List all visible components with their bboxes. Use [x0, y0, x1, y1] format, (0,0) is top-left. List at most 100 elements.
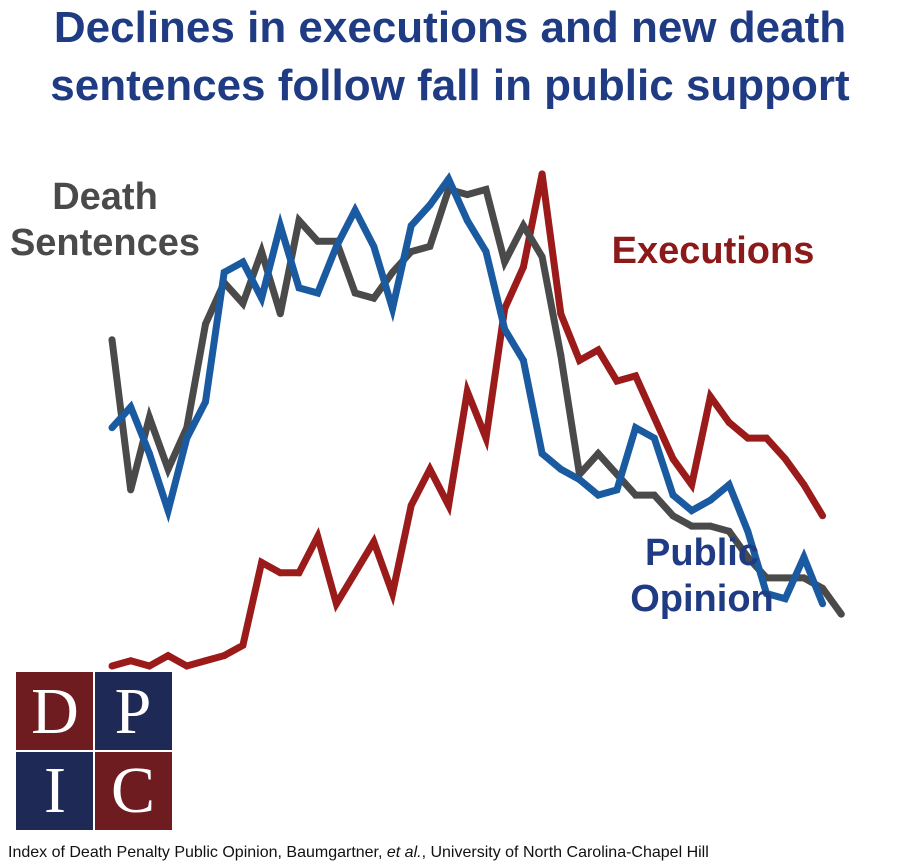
- data-point-public-opinion-2002: [632, 424, 640, 432]
- data-point-executions-1989: [389, 590, 396, 597]
- data-point-death-sentences-2013: [837, 610, 845, 618]
- data-point-executions-2003: [650, 413, 658, 421]
- data-point-death-sentences-2005: [688, 522, 696, 530]
- data-point-death-sentences-2007: [725, 527, 733, 535]
- data-point-death-sentences-1991: [426, 242, 434, 250]
- data-point-executions-1997: [538, 170, 546, 178]
- data-point-public-opinion-1979: [202, 398, 209, 406]
- data-point-public-opinion-2003: [650, 434, 658, 442]
- data-point-public-opinion-2009: [763, 590, 770, 597]
- data-point-death-sentences-1990: [407, 248, 415, 256]
- data-point-public-opinion-1981: [239, 258, 247, 266]
- data-point-public-opinion-1989: [389, 305, 396, 313]
- data-point-executions-1982: [258, 558, 266, 566]
- data-point-public-opinion-2000: [594, 491, 602, 499]
- data-point-death-sentences-2011: [800, 574, 808, 582]
- data-point-public-opinion-2010: [781, 595, 789, 603]
- source-citation: Index of Death Penalty Public Opinion, B…: [8, 844, 709, 862]
- data-point-public-opinion-1994: [482, 248, 490, 256]
- data-point-death-sentences-2010: [781, 574, 789, 582]
- data-point-death-sentences-2008: [744, 553, 752, 561]
- data-point-executions-1984: [295, 569, 303, 577]
- data-point-death-sentences-1981: [239, 299, 247, 307]
- data-point-public-opinion-1998: [557, 465, 565, 473]
- data-point-executions-1976: [145, 662, 153, 670]
- data-point-death-sentences-1997: [538, 253, 546, 261]
- data-point-executions-1983: [276, 569, 284, 577]
- data-point-executions-2006: [706, 393, 714, 401]
- data-point-public-opinion-2004: [669, 491, 677, 499]
- data-point-death-sentences-1993: [463, 191, 471, 199]
- data-point-public-opinion-1980: [220, 268, 228, 276]
- data-point-public-opinion-1978: [183, 434, 191, 442]
- data-point-executions-2012: [819, 512, 827, 520]
- dpic-logo: D P I C: [16, 672, 172, 830]
- data-point-executions-1999: [576, 356, 583, 364]
- data-point-public-opinion-1983: [276, 222, 284, 230]
- data-point-public-opinion-2001: [613, 486, 621, 494]
- data-point-public-opinion-1996: [519, 356, 527, 364]
- source-text-italic: et al.: [386, 844, 422, 861]
- series-line-death-sentences: [108, 185, 845, 617]
- logo-letter-i: I: [16, 751, 94, 830]
- data-point-executions-1985: [314, 533, 322, 540]
- data-point-executions-1979: [202, 657, 209, 665]
- series-executions: [108, 170, 827, 670]
- data-point-public-opinion-1992: [445, 175, 453, 183]
- data-point-death-sentences-2003: [650, 491, 658, 499]
- chart-title-line2: sentences follow fall in public support: [50, 61, 850, 110]
- data-point-public-opinion-1991: [426, 201, 434, 209]
- data-point-death-sentences-1989: [389, 268, 396, 276]
- logo-letter-p: P: [94, 672, 172, 751]
- data-point-public-opinion-1977: [164, 507, 172, 515]
- data-point-public-opinion-1997: [538, 450, 546, 458]
- data-point-death-sentences-1974: [108, 336, 116, 344]
- data-point-executions-1977: [164, 652, 172, 660]
- data-point-executions-1998: [557, 310, 565, 318]
- data-point-executions-2010: [781, 455, 789, 463]
- logo-letter-c: C: [94, 751, 172, 830]
- data-point-death-sentences-1977: [164, 465, 172, 473]
- data-point-executions-1988: [370, 538, 378, 546]
- series-public-opinion: [108, 172, 827, 608]
- data-point-executions-1993: [463, 388, 471, 395]
- data-point-public-opinion-1974: [108, 424, 116, 432]
- data-point-public-opinion-2011: [800, 553, 808, 561]
- data-point-public-opinion-1982: [258, 294, 266, 302]
- data-point-executions-2001: [613, 377, 621, 385]
- data-point-public-opinion-2012: [819, 600, 827, 608]
- public-opinion-label: Public Opinion: [612, 530, 792, 622]
- data-point-executions-2002: [632, 372, 640, 380]
- data-point-executions-1994: [482, 434, 490, 442]
- data-point-executions-1980: [220, 652, 228, 660]
- death-sentences-label: Death Sentences: [0, 174, 210, 266]
- data-point-death-sentences-2006: [706, 522, 714, 530]
- data-point-death-sentences-1984: [295, 217, 303, 224]
- data-point-executions-2005: [688, 481, 696, 489]
- data-point-public-opinion-1988: [370, 242, 378, 250]
- data-point-death-sentences-1988: [370, 294, 378, 302]
- data-point-public-opinion-1987: [351, 206, 359, 214]
- data-point-public-opinion-2005: [688, 507, 696, 515]
- data-point-death-sentences-1983: [276, 310, 284, 318]
- data-point-death-sentences-2002: [632, 491, 640, 499]
- public-opinion-label-line2: Opinion: [630, 578, 774, 620]
- data-point-executions-1978: [183, 662, 191, 670]
- source-text-before: Index of Death Penalty Public Opinion, B…: [8, 844, 387, 861]
- data-point-public-opinion-1984: [295, 284, 303, 292]
- data-point-executions-1990: [407, 501, 415, 509]
- public-opinion-label-line1: Public: [644, 532, 760, 574]
- logo-divider-horizontal: [16, 750, 172, 752]
- data-point-public-opinion-2008: [744, 527, 752, 535]
- data-point-death-sentences-1982: [258, 248, 266, 256]
- data-point-executions-2007: [725, 419, 733, 426]
- logo-letter-d: D: [16, 672, 94, 751]
- data-point-public-opinion-2007: [725, 481, 733, 489]
- data-point-public-opinion-1990: [407, 222, 415, 230]
- data-point-public-opinion-1995: [501, 325, 509, 333]
- source-text-after: , University of North Carolina-Chapel Hi…: [421, 844, 709, 861]
- data-point-death-sentences-1995: [501, 258, 509, 266]
- data-point-executions-1974: [108, 662, 116, 670]
- data-point-public-opinion-2006: [706, 496, 714, 504]
